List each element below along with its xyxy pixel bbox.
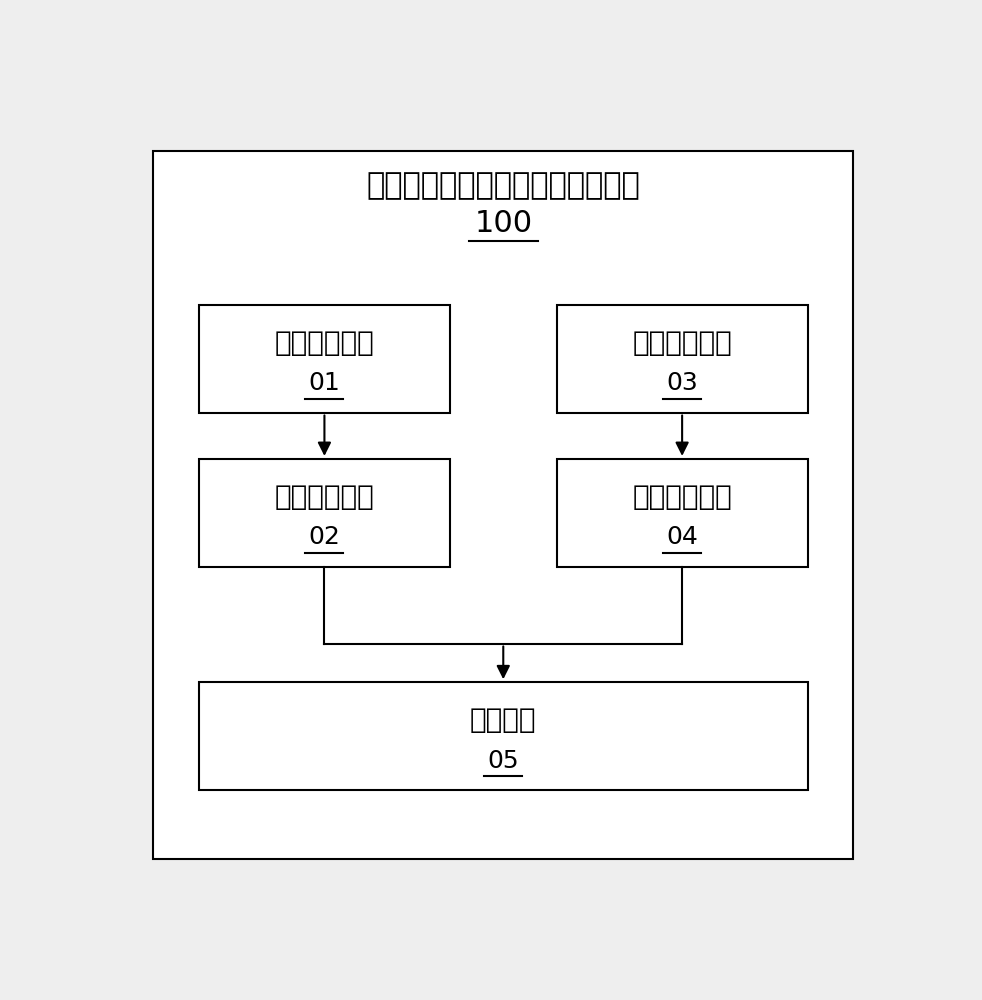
Text: 第二判断模块: 第二判断模块	[632, 483, 732, 511]
Bar	[557, 459, 807, 567]
Bar	[198, 459, 450, 567]
Bar	[198, 682, 807, 790]
Bar	[198, 305, 450, 413]
Text: 第一判断模块: 第一判断模块	[275, 483, 374, 511]
Text: 压力采集模块: 压力采集模块	[275, 329, 374, 357]
Bar	[557, 305, 807, 413]
Text: 启动模块: 启动模块	[470, 706, 536, 734]
Text: 100: 100	[474, 209, 532, 238]
Text: 04: 04	[666, 525, 698, 549]
Text: 01: 01	[308, 371, 341, 395]
Text: 通过压力检测实现快捷启动的装置: 通过压力检测实现快捷启动的装置	[366, 171, 640, 200]
Text: 03: 03	[666, 371, 698, 395]
Text: 05: 05	[487, 749, 519, 773]
Text: 时间采集模块: 时间采集模块	[632, 329, 732, 357]
Text: 02: 02	[308, 525, 341, 549]
